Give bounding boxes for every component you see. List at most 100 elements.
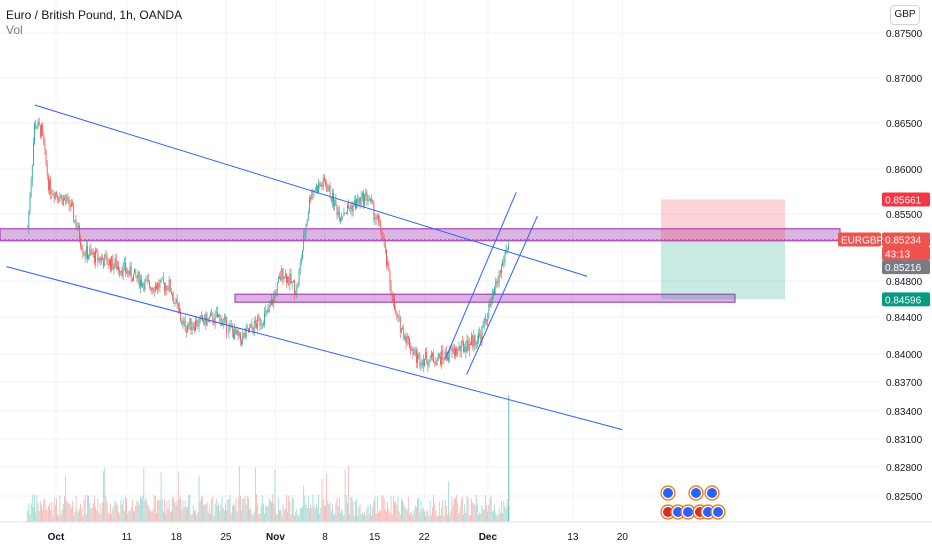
volume-bar bbox=[448, 481, 449, 522]
candle bbox=[358, 197, 360, 203]
candle bbox=[311, 194, 313, 200]
stop-level-label-bg bbox=[882, 192, 930, 207]
volume-bar bbox=[404, 506, 406, 522]
candle bbox=[310, 197, 311, 200]
volume-bar bbox=[171, 510, 172, 522]
trendlines[interactable] bbox=[6, 104, 623, 431]
volume-bar bbox=[161, 498, 163, 522]
candle bbox=[334, 199, 336, 207]
candle bbox=[498, 271, 500, 282]
volume-bar bbox=[259, 513, 261, 522]
candle bbox=[480, 334, 482, 343]
entry-level-label: 0.85216 bbox=[885, 263, 922, 274]
candle bbox=[93, 252, 95, 263]
volume-bar bbox=[340, 512, 341, 522]
volume-bar bbox=[103, 471, 104, 522]
volume-bar bbox=[292, 498, 294, 522]
volume-bar bbox=[51, 501, 53, 522]
candle bbox=[182, 321, 184, 325]
volume-bar bbox=[461, 496, 463, 522]
candle bbox=[195, 320, 196, 331]
volume-bar bbox=[290, 514, 292, 522]
price-tick-label: 0.83700 bbox=[886, 378, 923, 389]
candle bbox=[198, 318, 200, 326]
candle bbox=[410, 347, 412, 351]
volume-bar bbox=[153, 495, 155, 522]
candle bbox=[351, 205, 353, 212]
take-profit-zone bbox=[661, 241, 785, 300]
event-flag-icon bbox=[673, 507, 683, 517]
volume-bar bbox=[57, 514, 58, 522]
candle bbox=[286, 273, 287, 283]
candle bbox=[499, 271, 501, 274]
volume-bar bbox=[384, 509, 386, 522]
volume-indicator-label[interactable]: Vol bbox=[6, 23, 23, 37]
candle bbox=[269, 305, 271, 307]
economic-events[interactable] bbox=[660, 485, 726, 520]
candle bbox=[319, 183, 321, 187]
volume-bar bbox=[215, 499, 217, 522]
candle bbox=[475, 343, 477, 345]
currency-button[interactable]: GBP bbox=[890, 5, 920, 25]
volume-bar bbox=[283, 509, 285, 522]
candle bbox=[87, 246, 88, 260]
volume-bar bbox=[59, 495, 61, 522]
volume-bar bbox=[97, 498, 99, 522]
volume-bar bbox=[383, 498, 385, 522]
volume-bar bbox=[297, 514, 299, 522]
volume-bar bbox=[75, 496, 77, 522]
volume-bar bbox=[154, 495, 156, 522]
volume-bar bbox=[392, 496, 394, 522]
candle bbox=[457, 348, 459, 355]
candle bbox=[299, 262, 301, 271]
volume-bar bbox=[252, 514, 254, 522]
volume-bar bbox=[100, 513, 102, 522]
candle bbox=[187, 326, 188, 332]
candle bbox=[483, 318, 485, 327]
volume-bar bbox=[137, 501, 139, 522]
volume-bar bbox=[76, 508, 78, 522]
candle bbox=[506, 249, 508, 251]
candle bbox=[376, 215, 378, 219]
candle bbox=[135, 269, 137, 276]
volume-bar bbox=[358, 507, 360, 522]
volume-bar bbox=[234, 505, 236, 522]
time-axis[interactable]: Oct 11 18 25 Nov 8 15 22 Dec 13 20 bbox=[0, 521, 932, 550]
volume-bar bbox=[175, 504, 177, 522]
volume-bar bbox=[381, 495, 383, 522]
candle bbox=[111, 256, 113, 270]
support-zone bbox=[234, 293, 736, 303]
volume-bar bbox=[90, 508, 92, 522]
volume-bar bbox=[141, 498, 142, 522]
volume-bar bbox=[273, 503, 275, 522]
candle bbox=[312, 190, 314, 195]
volume-bar bbox=[225, 503, 226, 522]
time-tick-label: 15 bbox=[369, 532, 381, 543]
volume-bar bbox=[467, 497, 469, 522]
volume-bar bbox=[369, 504, 371, 522]
candle bbox=[81, 246, 83, 250]
candle bbox=[30, 180, 32, 197]
candle bbox=[194, 326, 195, 331]
price-axis[interactable]: 0.87500 0.87000 0.86500 0.86000 0.85500 0.848… bbox=[880, 0, 932, 550]
volume-bar bbox=[482, 508, 484, 522]
candle bbox=[153, 290, 155, 292]
candle bbox=[120, 270, 122, 273]
candle bbox=[180, 312, 182, 321]
volume-bar bbox=[70, 507, 72, 522]
volume-bar bbox=[450, 509, 452, 522]
volume-bar bbox=[371, 515, 372, 522]
volume-bar bbox=[373, 501, 375, 522]
candle bbox=[411, 348, 413, 351]
volume-bar bbox=[266, 506, 268, 522]
candle bbox=[435, 364, 437, 366]
volume-bar bbox=[125, 496, 126, 522]
candle bbox=[115, 258, 117, 270]
candle bbox=[156, 285, 157, 290]
candle bbox=[166, 285, 168, 291]
candle bbox=[67, 196, 69, 198]
candle bbox=[119, 270, 121, 273]
volume-bars bbox=[27, 395, 510, 522]
volume-bar bbox=[42, 510, 44, 522]
